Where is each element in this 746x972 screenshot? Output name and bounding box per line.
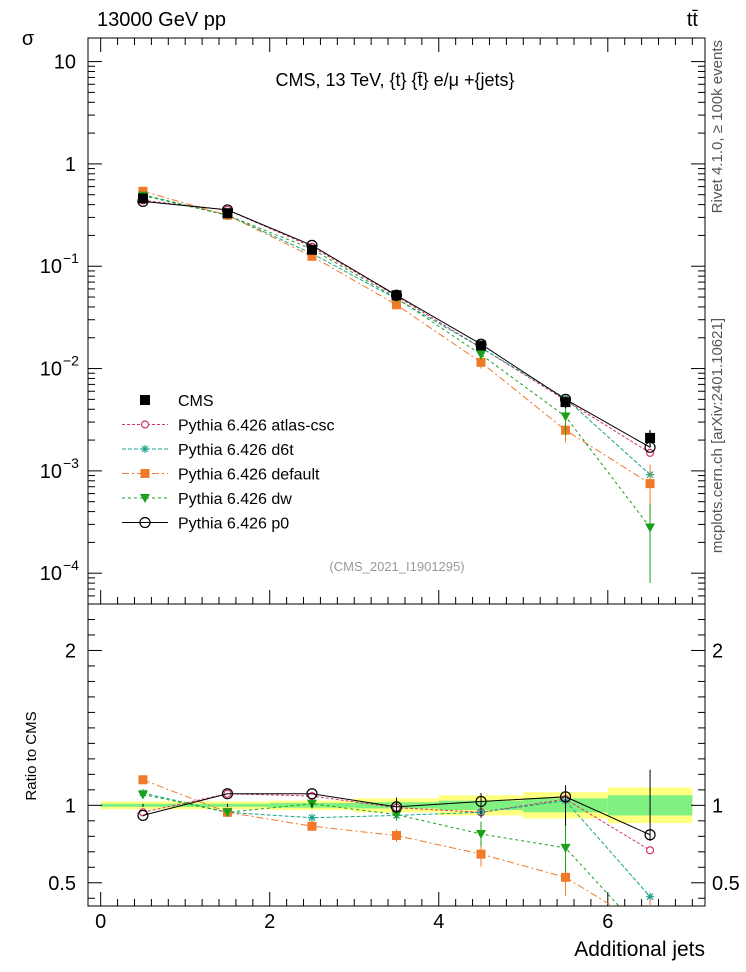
series-point-dw: [476, 350, 487, 360]
ratio-point-dw: [560, 843, 571, 853]
y-tick-exponent: −3: [63, 455, 79, 471]
legend-marker-data: [140, 395, 150, 405]
legend-label-dw: Pythia 6.426 dw: [178, 491, 292, 508]
x-tick-label: 6: [602, 911, 613, 933]
y-tick-label: 10: [40, 461, 62, 483]
series-point-default: [645, 479, 655, 489]
data-point: [476, 340, 487, 351]
legend: CMS Pythia 6.426 atlas-csc Pythia 6.426 d6…: [122, 393, 335, 533]
series-point-default: [476, 357, 486, 367]
x-tick-label: 0: [95, 911, 106, 933]
series-point-default: [138, 186, 148, 196]
series-line-default: [142, 190, 651, 485]
ratio-y-axis-label: Ratio to CMS: [23, 711, 40, 800]
legend-label-atlas_csc: Pythia 6.426 atlas-csc: [178, 418, 335, 435]
ratio-y-tick-label: 1: [65, 795, 76, 817]
ratio-point-dw: [137, 790, 148, 800]
ratio-point-default: [392, 831, 401, 841]
y-tick-label: 10: [54, 52, 76, 74]
ratio-panel-frame: [87, 603, 706, 907]
legend-marker-atlas_csc: [140, 420, 150, 429]
ratio-point-p0: [221, 788, 234, 800]
ratio-point-atlas_csc: [645, 846, 655, 855]
ratio-point-p0: [137, 809, 149, 822]
data-point: [137, 193, 148, 204]
series-line-atlas_csc: [142, 199, 651, 454]
legend-marker-default: [140, 469, 150, 478]
ratio-point-default: [561, 872, 571, 882]
ratio-point-dw: [222, 808, 233, 818]
x-tick-label: 4: [433, 911, 444, 933]
legend-label-d6t: Pythia 6.426 d6t: [178, 442, 294, 459]
data-point: [645, 432, 656, 443]
rivet-version-label: Rivet 4.1.0, ≥ 100k events: [709, 40, 726, 213]
ratio-point-default: [646, 925, 655, 934]
legend-label-default: Pythia 6.426 default: [178, 467, 320, 484]
y-tick-exponent: −4: [63, 557, 79, 573]
legend-label-p0: Pythia 6.426 p0: [178, 516, 289, 533]
ratio-y-tick-label-right: 2: [712, 640, 723, 662]
y-tick-label: 10: [40, 359, 62, 381]
legend-marker-p0: [139, 516, 151, 529]
y-tick-label: 10: [40, 563, 62, 585]
legend-label-data: CMS: [178, 393, 214, 410]
x-tick-label: 2: [264, 911, 275, 933]
x-axis-label: Additional jets: [574, 938, 705, 961]
data-point: [222, 208, 233, 219]
series-point-default: [392, 300, 401, 310]
ratio-point-d6t: [646, 892, 655, 901]
ratio-point-default: [307, 821, 317, 831]
y-tick-exponent: −2: [63, 353, 79, 369]
series-line-p0: [142, 200, 651, 448]
legend-marker-dw: [140, 494, 150, 503]
legend-marker-d6t: [141, 445, 149, 453]
main-series-layer: [137, 186, 656, 584]
ratio-point-d6t: [307, 813, 316, 822]
ratio-point-dw: [476, 829, 487, 839]
y-tick-exponent: −1: [63, 250, 79, 266]
series-point-default: [307, 251, 317, 261]
ratio-y-tick-label: 0.5: [48, 873, 76, 895]
analysis-watermark: (CMS_2021_I1901295): [329, 559, 464, 574]
ratio-y-tick-label-right: 0.5: [712, 873, 740, 895]
ratio-point-dw: [391, 810, 402, 820]
chart-title: CMS, 13 TeV, {t} {t̄} e/μ +{jets}: [275, 70, 514, 90]
ratio-clipped-layer: [137, 769, 656, 934]
y-tick-label: 1: [65, 154, 76, 176]
ratio-series-layer: [137, 769, 656, 934]
ratio-y-tick-label: 2: [65, 640, 76, 662]
ratio-point-default: [476, 849, 486, 859]
data-point: [391, 290, 402, 301]
energy-label: 13000 GeV pp: [97, 9, 226, 31]
process-label: tt̄: [687, 9, 699, 31]
ratio-axis-ticks: 0.5 0.5 1 1 2 2 0 2 4 6: [48, 603, 740, 933]
y-tick-label: 10: [40, 256, 62, 278]
series-point-dw: [645, 523, 656, 533]
ratio-point-default: [138, 775, 148, 785]
data-point: [560, 397, 571, 408]
y-axis-label: σ: [22, 28, 35, 50]
data-point: [306, 244, 317, 255]
ratio-y-tick-label-right: 1: [712, 795, 723, 817]
ratio-point-p0: [306, 788, 318, 800]
site-label: mcplots.cern.ch [arXiv:2401.10621]: [709, 318, 726, 553]
series-point-dw: [560, 412, 571, 422]
